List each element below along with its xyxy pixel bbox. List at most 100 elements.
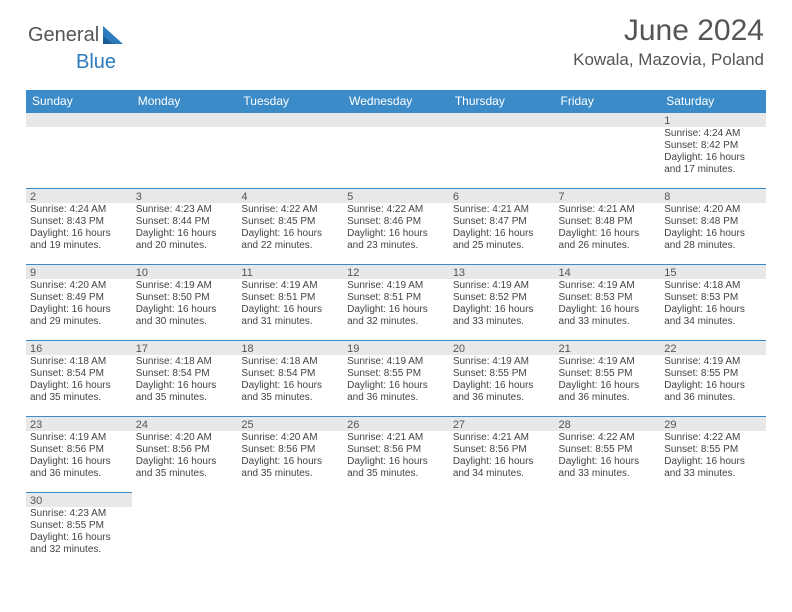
day-number: 21	[555, 341, 661, 355]
day-number: 14	[555, 265, 661, 279]
calendar-cell: 30Sunrise: 4:23 AMSunset: 8:55 PMDayligh…	[26, 493, 132, 569]
day-details: Sunrise: 4:18 AMSunset: 8:54 PMDaylight:…	[132, 355, 238, 406]
day-number: 4	[237, 189, 343, 203]
day-number: 25	[237, 417, 343, 431]
weekday-header-row: SundayMondayTuesdayWednesdayThursdayFrid…	[26, 90, 766, 113]
day-number	[343, 493, 449, 507]
day-details: Sunrise: 4:22 AMSunset: 8:55 PMDaylight:…	[555, 431, 661, 482]
month-title: June 2024	[573, 14, 764, 48]
day-number: 20	[449, 341, 555, 355]
calendar-cell: 21Sunrise: 4:19 AMSunset: 8:55 PMDayligh…	[555, 341, 661, 417]
day-number: 5	[343, 189, 449, 203]
calendar-row: 23Sunrise: 4:19 AMSunset: 8:56 PMDayligh…	[26, 417, 766, 493]
calendar-cell	[660, 493, 766, 569]
calendar-cell: 18Sunrise: 4:18 AMSunset: 8:54 PMDayligh…	[237, 341, 343, 417]
calendar-cell: 25Sunrise: 4:20 AMSunset: 8:56 PMDayligh…	[237, 417, 343, 493]
calendar-cell: 12Sunrise: 4:19 AMSunset: 8:51 PMDayligh…	[343, 265, 449, 341]
day-number	[660, 493, 766, 507]
day-details: Sunrise: 4:19 AMSunset: 8:55 PMDaylight:…	[660, 355, 766, 406]
day-number	[26, 113, 132, 127]
day-number	[343, 113, 449, 127]
day-number: 9	[26, 265, 132, 279]
weekday-header: Tuesday	[237, 90, 343, 113]
day-details: Sunrise: 4:21 AMSunset: 8:48 PMDaylight:…	[555, 203, 661, 254]
calendar-cell: 4Sunrise: 4:22 AMSunset: 8:45 PMDaylight…	[237, 189, 343, 265]
day-details: Sunrise: 4:19 AMSunset: 8:51 PMDaylight:…	[343, 279, 449, 330]
calendar-cell: 24Sunrise: 4:20 AMSunset: 8:56 PMDayligh…	[132, 417, 238, 493]
calendar-cell: 11Sunrise: 4:19 AMSunset: 8:51 PMDayligh…	[237, 265, 343, 341]
day-number: 24	[132, 417, 238, 431]
day-number: 22	[660, 341, 766, 355]
day-details: Sunrise: 4:20 AMSunset: 8:48 PMDaylight:…	[660, 203, 766, 254]
calendar-body: 1Sunrise: 4:24 AMSunset: 8:42 PMDaylight…	[26, 113, 766, 569]
brand-sail-icon	[101, 24, 125, 51]
day-number: 1	[660, 113, 766, 127]
calendar-cell: 14Sunrise: 4:19 AMSunset: 8:53 PMDayligh…	[555, 265, 661, 341]
brand-part1: General	[28, 24, 99, 46]
calendar-cell: 26Sunrise: 4:21 AMSunset: 8:56 PMDayligh…	[343, 417, 449, 493]
calendar-cell: 6Sunrise: 4:21 AMSunset: 8:47 PMDaylight…	[449, 189, 555, 265]
location: Kowala, Mazovia, Poland	[573, 50, 764, 70]
calendar-cell	[132, 493, 238, 569]
calendar-cell: 28Sunrise: 4:22 AMSunset: 8:55 PMDayligh…	[555, 417, 661, 493]
day-details: Sunrise: 4:18 AMSunset: 8:54 PMDaylight:…	[237, 355, 343, 406]
day-number	[237, 493, 343, 507]
day-number	[132, 493, 238, 507]
day-number: 13	[449, 265, 555, 279]
day-details: Sunrise: 4:19 AMSunset: 8:50 PMDaylight:…	[132, 279, 238, 330]
weekday-header: Friday	[555, 90, 661, 113]
day-details: Sunrise: 4:19 AMSunset: 8:56 PMDaylight:…	[26, 431, 132, 482]
day-details: Sunrise: 4:23 AMSunset: 8:44 PMDaylight:…	[132, 203, 238, 254]
weekday-header: Monday	[132, 90, 238, 113]
day-number: 3	[132, 189, 238, 203]
day-details: Sunrise: 4:21 AMSunset: 8:47 PMDaylight:…	[449, 203, 555, 254]
day-number	[555, 113, 661, 127]
day-number: 12	[343, 265, 449, 279]
calendar-cell	[343, 493, 449, 569]
day-details: Sunrise: 4:22 AMSunset: 8:46 PMDaylight:…	[343, 203, 449, 254]
day-details: Sunrise: 4:18 AMSunset: 8:53 PMDaylight:…	[660, 279, 766, 330]
day-details: Sunrise: 4:22 AMSunset: 8:45 PMDaylight:…	[237, 203, 343, 254]
calendar-cell	[343, 113, 449, 189]
day-details: Sunrise: 4:18 AMSunset: 8:54 PMDaylight:…	[26, 355, 132, 406]
calendar-cell	[555, 113, 661, 189]
day-number: 18	[237, 341, 343, 355]
calendar-cell: 17Sunrise: 4:18 AMSunset: 8:54 PMDayligh…	[132, 341, 238, 417]
calendar-row: 2Sunrise: 4:24 AMSunset: 8:43 PMDaylight…	[26, 189, 766, 265]
weekday-header: Sunday	[26, 90, 132, 113]
calendar-cell: 13Sunrise: 4:19 AMSunset: 8:52 PMDayligh…	[449, 265, 555, 341]
day-number: 8	[660, 189, 766, 203]
calendar-row: 30Sunrise: 4:23 AMSunset: 8:55 PMDayligh…	[26, 493, 766, 569]
calendar-row: 9Sunrise: 4:20 AMSunset: 8:49 PMDaylight…	[26, 265, 766, 341]
brand-logo: General Blue	[28, 24, 125, 74]
day-number: 2	[26, 189, 132, 203]
day-number: 10	[132, 265, 238, 279]
calendar-cell: 22Sunrise: 4:19 AMSunset: 8:55 PMDayligh…	[660, 341, 766, 417]
day-number: 26	[343, 417, 449, 431]
calendar-cell	[555, 493, 661, 569]
day-details: Sunrise: 4:24 AMSunset: 8:43 PMDaylight:…	[26, 203, 132, 254]
brand-part2: Blue	[76, 51, 116, 73]
calendar-cell: 8Sunrise: 4:20 AMSunset: 8:48 PMDaylight…	[660, 189, 766, 265]
calendar-cell: 3Sunrise: 4:23 AMSunset: 8:44 PMDaylight…	[132, 189, 238, 265]
day-details: Sunrise: 4:21 AMSunset: 8:56 PMDaylight:…	[449, 431, 555, 482]
calendar-cell: 1Sunrise: 4:24 AMSunset: 8:42 PMDaylight…	[660, 113, 766, 189]
header: General Blue June 2024 Kowala, Mazovia, …	[0, 0, 792, 90]
day-number	[449, 493, 555, 507]
day-details: Sunrise: 4:23 AMSunset: 8:55 PMDaylight:…	[26, 507, 132, 558]
day-number: 28	[555, 417, 661, 431]
day-details: Sunrise: 4:19 AMSunset: 8:55 PMDaylight:…	[555, 355, 661, 406]
calendar-cell: 5Sunrise: 4:22 AMSunset: 8:46 PMDaylight…	[343, 189, 449, 265]
day-number	[449, 113, 555, 127]
day-number: 23	[26, 417, 132, 431]
day-number: 27	[449, 417, 555, 431]
calendar-cell: 23Sunrise: 4:19 AMSunset: 8:56 PMDayligh…	[26, 417, 132, 493]
calendar-cell: 9Sunrise: 4:20 AMSunset: 8:49 PMDaylight…	[26, 265, 132, 341]
day-details: Sunrise: 4:20 AMSunset: 8:56 PMDaylight:…	[132, 431, 238, 482]
day-details: Sunrise: 4:19 AMSunset: 8:55 PMDaylight:…	[343, 355, 449, 406]
day-number	[555, 493, 661, 507]
calendar-table: SundayMondayTuesdayWednesdayThursdayFrid…	[26, 90, 766, 569]
weekday-header: Saturday	[660, 90, 766, 113]
title-block: June 2024 Kowala, Mazovia, Poland	[573, 14, 764, 70]
calendar-cell: 20Sunrise: 4:19 AMSunset: 8:55 PMDayligh…	[449, 341, 555, 417]
